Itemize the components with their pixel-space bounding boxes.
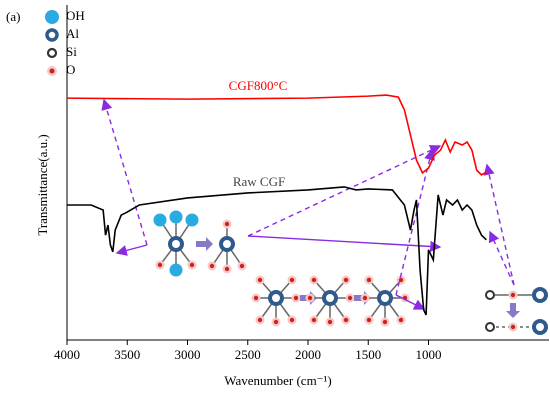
o-atom: [311, 277, 317, 283]
o-atom: [289, 277, 295, 283]
o-atom: [289, 317, 295, 323]
legend-symbol: [45, 10, 59, 24]
o-atom: [398, 317, 404, 323]
o-atom: [189, 262, 195, 268]
x-axis-label: Wavenumber (cm⁻¹): [224, 373, 332, 388]
series-label: CGF800°C: [229, 78, 288, 93]
o-atom: [253, 295, 259, 301]
al-atom: [268, 290, 284, 306]
pointer-arrow: [101, 98, 148, 246]
step-arrow: [196, 237, 213, 251]
legend-symbol: [46, 47, 58, 59]
o-atom: [510, 292, 516, 298]
o-atom: [366, 317, 372, 323]
al-atom: [219, 236, 235, 252]
x-tick-label: 3500: [114, 347, 140, 362]
o-atom: [257, 277, 263, 283]
x-tick-label: 2000: [295, 347, 321, 362]
pointer-arrow: [488, 230, 515, 286]
x-tick-label: 1000: [416, 347, 442, 362]
x-tick-label: 2500: [235, 347, 261, 362]
legend-symbol: [45, 28, 59, 42]
line-series: [67, 186, 487, 316]
x-tick-label: 1500: [355, 347, 381, 362]
o-atom: [327, 319, 333, 325]
o-atom: [273, 319, 279, 325]
legend-symbol: [49, 68, 55, 74]
o-atom: [209, 263, 215, 269]
legend-label: OH: [66, 8, 85, 23]
al-atom: [168, 236, 184, 252]
al-atom: [322, 290, 338, 306]
o-atom: [311, 317, 317, 323]
pointer-arrow: [395, 294, 426, 310]
legend-label: O: [66, 62, 75, 77]
o-atom: [382, 319, 388, 325]
o-atom: [224, 266, 230, 272]
o-atom: [239, 263, 245, 269]
si-atom: [485, 290, 495, 300]
oh-group: [169, 210, 183, 224]
pointer-arrow: [395, 148, 436, 296]
x-tick-label: 4000: [54, 347, 80, 362]
o-atom: [510, 324, 516, 330]
al-atom: [377, 290, 393, 306]
annotations: [101, 98, 548, 335]
pointer-arrow: [115, 244, 148, 256]
o-atom: [157, 262, 163, 268]
step-arrow: [506, 303, 520, 318]
pointer-arrow: [483, 163, 515, 286]
si-atom: [485, 322, 495, 332]
x-tick-label: 3000: [175, 347, 201, 362]
al-atom: [532, 319, 548, 335]
o-atom: [293, 295, 299, 301]
oh-group: [169, 263, 183, 277]
o-atom: [366, 277, 372, 283]
o-atom: [398, 277, 404, 283]
oh-group: [185, 213, 199, 227]
o-atom: [343, 277, 349, 283]
o-atom: [347, 295, 353, 301]
o-atom: [362, 295, 368, 301]
o-atom: [224, 221, 230, 227]
legend-label: Al: [66, 26, 79, 41]
al-atom: [532, 287, 548, 303]
panel-label: (a): [6, 9, 20, 24]
o-atom: [257, 317, 263, 323]
oh-group: [153, 213, 167, 227]
o-atom: [343, 317, 349, 323]
legend-label: Si: [66, 44, 77, 59]
pointer-arrow: [247, 235, 442, 253]
o-atom: [307, 295, 313, 301]
line-series: [66, 94, 487, 176]
y-axis-label: Transmittance(a.u.): [35, 134, 50, 235]
series-label: Raw CGF: [233, 174, 285, 189]
